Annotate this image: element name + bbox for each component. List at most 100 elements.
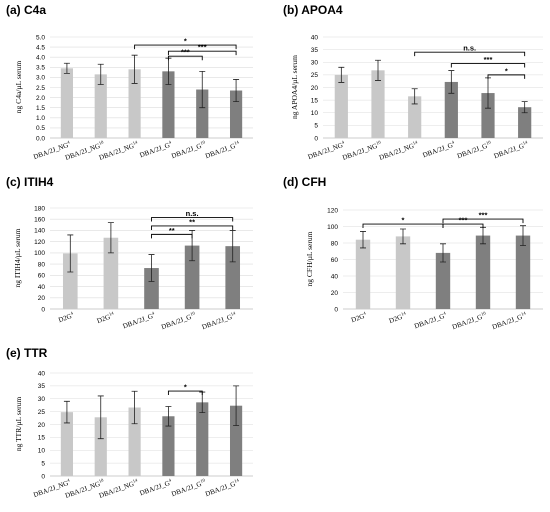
x-tick-label: DBA/2J_G10 <box>170 477 208 498</box>
chart-panel-5: (e) TTR ng TTR/µL serum 0 5 10 15 20 25 30 35 40 DB… <box>6 346 253 500</box>
bar <box>475 235 491 309</box>
significance-label: *** <box>198 43 207 52</box>
x-tick-label: DBA/2J_G14 <box>491 310 529 331</box>
bar <box>184 245 200 309</box>
y-tick-label: 1.5 <box>36 105 45 112</box>
error-bar <box>63 400 70 424</box>
panel-title: (a) C4a <box>6 3 46 17</box>
error-bar <box>411 88 418 105</box>
y-tick-label: 25 <box>38 409 46 416</box>
y-tick-label: 180 <box>34 205 45 212</box>
bar <box>444 81 458 138</box>
error-bar <box>97 63 104 85</box>
error-bar <box>148 254 155 282</box>
x-tick-label: D2G14 <box>388 310 409 325</box>
bar <box>162 416 175 476</box>
bar <box>371 70 385 138</box>
y-tick-label: 0 <box>41 306 45 313</box>
error-bar <box>63 62 70 74</box>
y-tick-label: 15 <box>38 435 46 442</box>
bar <box>334 74 348 138</box>
error-bar <box>67 234 74 273</box>
y-tick-label: 5.0 <box>36 34 45 41</box>
y-tick-label: 120 <box>327 207 338 214</box>
bar <box>229 90 243 138</box>
y-tick-label: 20 <box>38 295 46 302</box>
y-tick-label: 100 <box>327 224 338 231</box>
bar <box>225 246 241 309</box>
x-tick-label: DBA/2J_G10 <box>170 139 208 160</box>
y-tick-label: 40 <box>331 273 339 280</box>
y-tick-label: 60 <box>38 273 46 280</box>
bar <box>196 402 209 476</box>
chart-panel-3: (c) ITIH4 ng ITIH4/µL serum 0 20 40 60 80 100 12… <box>6 175 253 331</box>
y-tick-label: 0 <box>41 473 45 480</box>
y-axis-label: ng ITIH4/µL serum <box>13 228 22 287</box>
bar <box>103 237 119 309</box>
x-tick-label: DBA/2J_NG14 <box>98 477 140 500</box>
y-tick-label: 0.5 <box>36 125 45 132</box>
bar <box>60 68 74 138</box>
error-bar <box>229 230 236 263</box>
y-tick-label: 80 <box>331 240 339 247</box>
x-tick-label: DBA/2J_G14 <box>492 139 530 160</box>
error-bar <box>360 231 366 249</box>
x-tick-label: DBA/2J_NG4 <box>306 139 346 161</box>
y-tick-label: 25 <box>311 72 319 79</box>
x-tick-label: DBA/2J_G14 <box>204 477 242 498</box>
significance-label: *** <box>181 48 190 57</box>
error-bar <box>107 222 114 254</box>
error-bar <box>131 54 138 84</box>
bar <box>518 107 532 138</box>
significance-bracket <box>134 44 237 50</box>
y-tick-label: 4.5 <box>36 44 45 51</box>
significance-bracket <box>167 50 237 56</box>
bar <box>355 239 371 309</box>
bar <box>408 96 422 138</box>
significance-label: ** <box>189 217 195 226</box>
y-tick-label: 35 <box>311 47 319 54</box>
y-tick-label: 0 <box>314 135 318 142</box>
y-tick-label: 20 <box>311 85 319 92</box>
bar <box>229 405 243 476</box>
x-tick-label: DBA/2J_NG14 <box>98 139 140 162</box>
y-tick-label: 30 <box>38 396 46 403</box>
x-tick-label: DBA/2J_G4 <box>421 139 457 159</box>
significance-bracket <box>151 217 234 222</box>
error-bar <box>521 101 528 114</box>
y-tick-label: 10 <box>38 448 46 455</box>
y-tick-label: 40 <box>38 284 46 291</box>
y-tick-label: 40 <box>38 370 46 377</box>
bar <box>94 74 107 138</box>
error-bar <box>338 66 345 83</box>
error-bar <box>199 70 206 109</box>
x-tick-label: DBA/2J_G4 <box>138 477 174 497</box>
y-tick-label: 20 <box>38 422 46 429</box>
significance-bracket <box>442 218 524 224</box>
panel-title: (b) APOA4 <box>283 3 343 17</box>
significance-bracket <box>167 390 203 396</box>
x-tick-label: DBA/2J_G14 <box>200 310 238 331</box>
significance-label: *** <box>479 211 488 220</box>
error-bar <box>520 225 526 246</box>
y-axis-label: ng TTR/µL serum <box>14 397 23 451</box>
y-tick-label: 120 <box>34 239 45 246</box>
significance-bracket <box>151 225 234 230</box>
x-tick-label: D2G4 <box>57 310 76 324</box>
bar <box>395 236 411 309</box>
significance-label: * <box>184 383 187 392</box>
bar <box>435 252 451 309</box>
bar <box>60 412 74 476</box>
error-bar <box>400 228 406 245</box>
bar <box>128 69 141 138</box>
y-tick-label: 10 <box>311 110 319 117</box>
chart-panel-2: (b) APOA4 ng APOA4/µL serum 0 5 10 15 20 25 30 35… <box>283 3 543 162</box>
significance-label: * <box>402 216 405 225</box>
y-tick-label: 3.0 <box>36 75 45 82</box>
y-tick-label: 0 <box>334 306 338 313</box>
y-axis-label: ng APOA4/µL serum <box>290 55 299 119</box>
significance-label: * <box>505 66 508 75</box>
significance-bracket <box>362 223 444 229</box>
x-tick-label: DBA/2J_G4 <box>121 310 157 330</box>
